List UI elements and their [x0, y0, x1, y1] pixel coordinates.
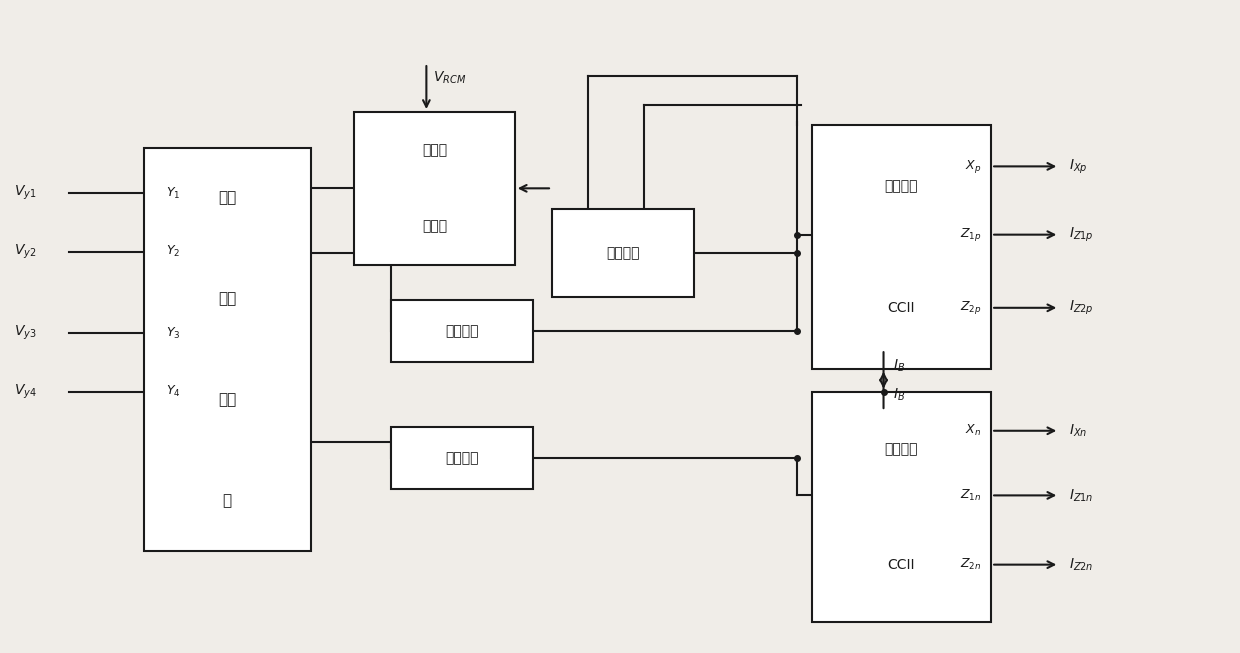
Text: 器: 器: [223, 493, 232, 508]
Bar: [144, 148, 311, 551]
Bar: [812, 125, 991, 369]
Text: $V_{y2}$: $V_{y2}$: [14, 242, 36, 261]
Text: $Y_{4}$: $Y_{4}$: [166, 384, 181, 399]
Text: $I_{Z1p}$: $I_{Z1p}$: [1069, 225, 1094, 244]
Text: $I_{Z2p}$: $I_{Z2p}$: [1069, 298, 1094, 317]
Text: $Y_{3}$: $Y_{3}$: [166, 325, 181, 341]
Text: 差分: 差分: [218, 191, 237, 206]
Text: 电流控制: 电流控制: [884, 442, 918, 456]
Text: $X_n$: $X_n$: [965, 423, 981, 438]
Text: $Z_{2p}$: $Z_{2p}$: [960, 299, 981, 316]
Bar: [552, 210, 694, 297]
Text: $X_p$: $X_p$: [965, 158, 981, 175]
Text: 电流控制: 电流控制: [884, 179, 918, 193]
Text: 电压取样: 电压取样: [606, 246, 640, 261]
Bar: [812, 392, 991, 622]
Text: 反馈电路: 反馈电路: [445, 325, 479, 338]
Text: $V_{RCM}$: $V_{RCM}$: [433, 70, 466, 86]
Text: $I_B$: $I_B$: [894, 357, 905, 374]
Text: 馈电路: 馈电路: [422, 219, 446, 234]
Text: $I_{Z2n}$: $I_{Z2n}$: [1069, 556, 1094, 573]
Bar: [353, 112, 515, 264]
Text: $Z_{1p}$: $Z_{1p}$: [960, 226, 981, 243]
Text: 放大: 放大: [218, 392, 237, 407]
Text: $I_{Xp}$: $I_{Xp}$: [1069, 157, 1087, 176]
Text: $Y_{1}$: $Y_{1}$: [166, 185, 180, 200]
Text: $Z_{2n}$: $Z_{2n}$: [960, 557, 981, 572]
Text: $I_B$: $I_B$: [894, 387, 905, 403]
Text: 共模反: 共模反: [422, 143, 446, 157]
Text: $Y_{2}$: $Y_{2}$: [166, 244, 180, 259]
Text: $Z_{1n}$: $Z_{1n}$: [960, 488, 981, 503]
Text: CCII: CCII: [888, 301, 915, 315]
Text: $I_{Xn}$: $I_{Xn}$: [1069, 422, 1087, 439]
Text: CCII: CCII: [888, 558, 915, 571]
Text: $I_{Z1n}$: $I_{Z1n}$: [1069, 487, 1094, 503]
Text: $V_{y3}$: $V_{y3}$: [14, 324, 36, 342]
Text: 电压: 电压: [218, 291, 237, 306]
Text: $V_{y4}$: $V_{y4}$: [14, 383, 36, 401]
Bar: [391, 300, 533, 362]
Text: 反馈电路: 反馈电路: [445, 451, 479, 465]
Text: $V_{y1}$: $V_{y1}$: [14, 184, 36, 202]
Bar: [391, 427, 533, 489]
